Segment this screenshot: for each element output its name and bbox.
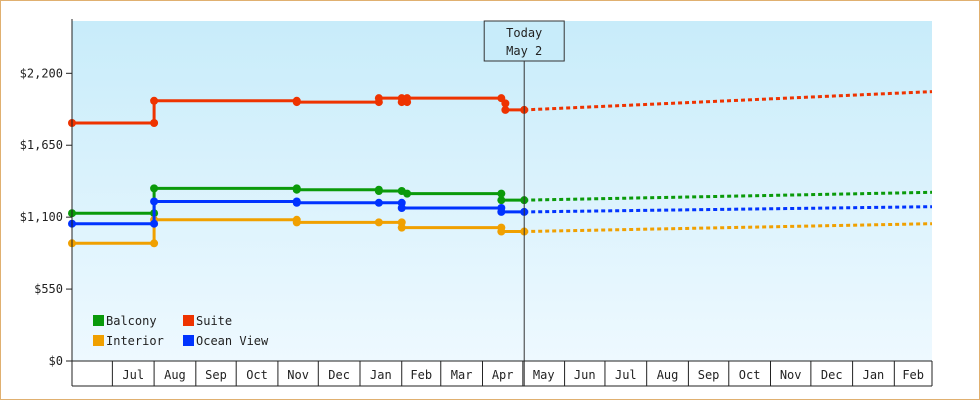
data-point-balcony[interactable] — [374, 187, 383, 195]
legend-label: Ocean View — [196, 334, 269, 348]
legend-item-suite[interactable]: Suite — [183, 314, 232, 328]
legend-item-balcony[interactable]: Balcony — [93, 314, 157, 328]
data-point-interior[interactable] — [292, 218, 301, 227]
forecast-line-balcony — [524, 190, 933, 202]
today-label: Today — [506, 26, 542, 40]
x-tick-label: Sep — [698, 368, 720, 382]
y-tick-label: $1,650 — [20, 138, 63, 152]
y-tick-label: $0 — [49, 354, 63, 368]
data-point-interior[interactable] — [150, 239, 159, 248]
data-point-ocean-view[interactable] — [374, 198, 383, 207]
x-tick-label: Oct — [246, 368, 268, 382]
data-point-ocean-view[interactable] — [292, 198, 301, 207]
x-tick-label: Jun — [574, 368, 596, 382]
data-point-interior[interactable] — [497, 227, 506, 236]
today-box — [483, 20, 565, 62]
x-tick-label: Feb — [410, 368, 432, 382]
data-point-suite[interactable] — [150, 96, 159, 105]
legend-label: Balcony — [106, 314, 157, 328]
x-tick-label: Aug — [164, 368, 186, 382]
data-point-balcony[interactable] — [292, 185, 301, 194]
data-point-ocean-view[interactable] — [497, 207, 506, 216]
forecast-line-suite — [524, 90, 933, 112]
today-date-label: May 2 — [506, 44, 542, 58]
data-point-balcony[interactable] — [403, 189, 412, 198]
y-tick-label: $550 — [34, 282, 63, 296]
forecast-line-ocean-view — [524, 205, 933, 214]
x-tick-label: Jan — [863, 368, 885, 382]
legend-swatch — [183, 315, 194, 326]
data-point-ocean-view[interactable] — [150, 219, 159, 228]
forecast-line-interior — [524, 222, 933, 234]
data-point-suite[interactable] — [374, 94, 383, 103]
data-point-suite[interactable] — [150, 119, 159, 127]
legend-label: Interior — [106, 334, 164, 348]
x-tick-label: Jul — [615, 368, 637, 382]
x-tick-label: Jul — [122, 368, 144, 382]
legend-swatch — [183, 335, 194, 346]
x-tick-label: May — [533, 368, 555, 382]
data-point-balcony[interactable] — [150, 184, 159, 193]
x-tick-label: Nov — [780, 368, 802, 382]
legend-label: Suite — [196, 314, 232, 328]
x-tick-label: Apr — [492, 368, 514, 382]
x-tick-label: Sep — [205, 368, 227, 382]
data-point-interior[interactable] — [397, 223, 406, 232]
x-tick-label: Jan — [370, 368, 392, 382]
y-tick-label: $1,100 — [20, 210, 63, 224]
y-tick-label: $2,200 — [20, 66, 63, 80]
data-point-suite[interactable] — [501, 105, 510, 114]
x-tick-label: Aug — [657, 368, 679, 382]
x-tick-label: Dec — [328, 368, 350, 382]
data-point-ocean-view[interactable] — [397, 204, 406, 212]
data-point-balcony[interactable] — [497, 189, 506, 198]
x-tick-label: Dec — [821, 368, 843, 382]
legend-item-interior[interactable]: Interior — [93, 334, 164, 348]
data-point-suite[interactable] — [292, 98, 301, 107]
x-tick-label: Feb — [902, 368, 924, 382]
legend-swatch — [93, 335, 104, 346]
x-tick-label: Oct — [739, 368, 761, 382]
data-point-ocean-view[interactable] — [150, 197, 159, 206]
data-point-suite[interactable] — [403, 94, 412, 103]
data-point-interior[interactable] — [374, 218, 383, 227]
legend-swatch — [93, 315, 104, 326]
x-tick-label: Nov — [287, 368, 309, 382]
data-point-suite[interactable] — [501, 99, 510, 108]
data-point-balcony[interactable] — [497, 196, 506, 205]
legend-item-ocean-view[interactable]: Ocean View — [183, 334, 269, 348]
x-tick-label: Mar — [451, 368, 473, 382]
